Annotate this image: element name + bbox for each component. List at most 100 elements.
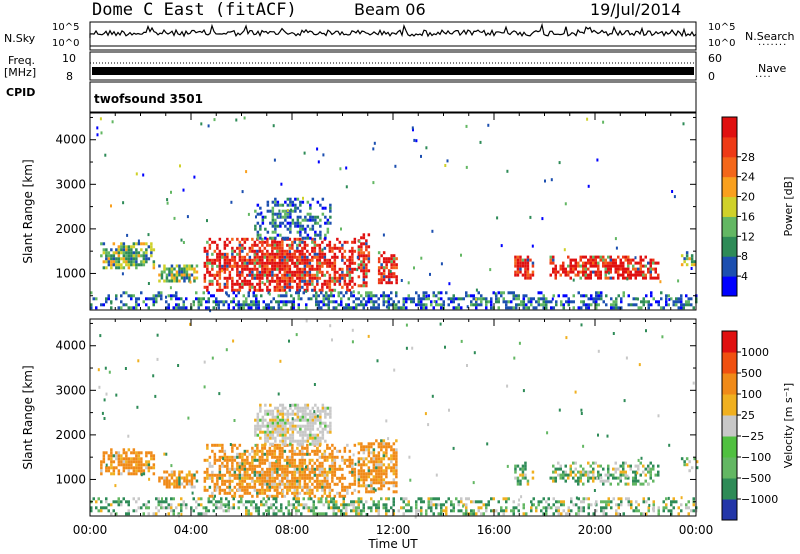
echo-cell [278, 449, 282, 453]
echo-cell [572, 258, 575, 262]
echo-cell [425, 512, 428, 516]
echo-cell [324, 421, 327, 425]
echo-cell [321, 288, 324, 292]
echo-cell [627, 497, 630, 501]
echo-speck [372, 181, 375, 185]
echo-cell [259, 236, 262, 240]
echo-cell [367, 490, 371, 494]
echo-cell [306, 288, 309, 292]
echo-cell [236, 279, 239, 283]
echo-cell [283, 470, 287, 474]
echo-cell [530, 300, 533, 304]
echo-cell [117, 251, 121, 255]
echo-cell [301, 464, 304, 468]
echo-cell [286, 421, 290, 425]
echo-cell [170, 506, 173, 510]
echo-cell [254, 418, 257, 422]
echo-cell [294, 209, 297, 213]
echo-cell [280, 503, 283, 507]
echo-cell [264, 439, 267, 443]
echo-cell [380, 275, 383, 279]
echo-speck [374, 488, 377, 492]
echo-cell [335, 512, 338, 516]
echo-cell [173, 482, 176, 486]
echo-cell [130, 251, 133, 255]
echo-cell [516, 270, 520, 274]
echo-cell [619, 267, 622, 271]
echo-cell [592, 476, 595, 480]
echo-cell [345, 506, 348, 510]
echo-cell [289, 200, 292, 204]
echo-cell [105, 266, 108, 270]
echo-cell [320, 300, 323, 304]
echo-cell [304, 433, 307, 437]
echo-cell [336, 246, 339, 250]
echo-cell [600, 500, 603, 504]
echo-cell [232, 306, 235, 310]
echo-cell [120, 251, 123, 255]
echo-cell [273, 461, 277, 465]
echo-cell [306, 258, 309, 262]
echo-cell [328, 491, 332, 495]
echo-cell [288, 470, 292, 474]
echo-cell [212, 509, 215, 513]
echo-cell [227, 294, 230, 298]
echo-cell [325, 297, 328, 301]
echo-cell [350, 306, 353, 310]
echo-cell [487, 300, 490, 304]
echo-cell [597, 270, 600, 274]
echo-cell [272, 297, 275, 301]
echo-cell [624, 476, 627, 480]
echo-cell [521, 273, 525, 277]
echo-cell [279, 427, 282, 431]
echo-cell [392, 503, 395, 507]
echo-cell [430, 503, 433, 507]
echo-cell [273, 467, 277, 471]
echo-cell [632, 297, 635, 301]
echo-cell [125, 463, 128, 467]
echo-cell [211, 267, 214, 271]
echo-cell [226, 479, 229, 483]
echo-cell [252, 500, 255, 504]
echo-cell [276, 285, 279, 289]
echo-cell [582, 500, 585, 504]
echo-region [680, 457, 699, 473]
echo-cell [221, 461, 224, 465]
echo-cell [306, 406, 310, 410]
echo-cell [306, 439, 310, 443]
echo-cell [612, 303, 615, 307]
echo-cell [362, 457, 366, 461]
echo-cell [355, 297, 358, 301]
echo-cell [340, 503, 343, 507]
echo-cell [135, 454, 138, 458]
echo-cell [208, 243, 212, 247]
echo-cell [301, 461, 304, 465]
echo-cell [303, 452, 307, 456]
echo-cell [367, 257, 371, 261]
echo-cell [492, 291, 495, 295]
echo-cell [296, 282, 299, 286]
echo-cell [348, 458, 352, 462]
echo-cell [377, 509, 380, 513]
echo-speck [550, 178, 553, 182]
echo-cell [152, 466, 156, 470]
echo-cell [395, 303, 398, 307]
echo-speck [345, 185, 348, 189]
echo-cell [165, 497, 168, 501]
echo-cell [326, 446, 329, 450]
echo-cell [590, 294, 593, 298]
echo-speck [235, 118, 238, 122]
echo-cell [291, 427, 295, 431]
echo-cell [610, 303, 613, 307]
echo-cell [324, 206, 327, 210]
echo-cell [278, 279, 282, 283]
echo-cell [365, 254, 368, 258]
echo-speck [96, 126, 99, 130]
echo-cell [324, 439, 327, 443]
echo-cell [251, 470, 254, 474]
echo-cell [375, 306, 378, 310]
echo-cell [351, 240, 354, 244]
echo-speck [506, 464, 509, 468]
echo-cell [137, 263, 141, 267]
echo-cell [672, 300, 675, 304]
